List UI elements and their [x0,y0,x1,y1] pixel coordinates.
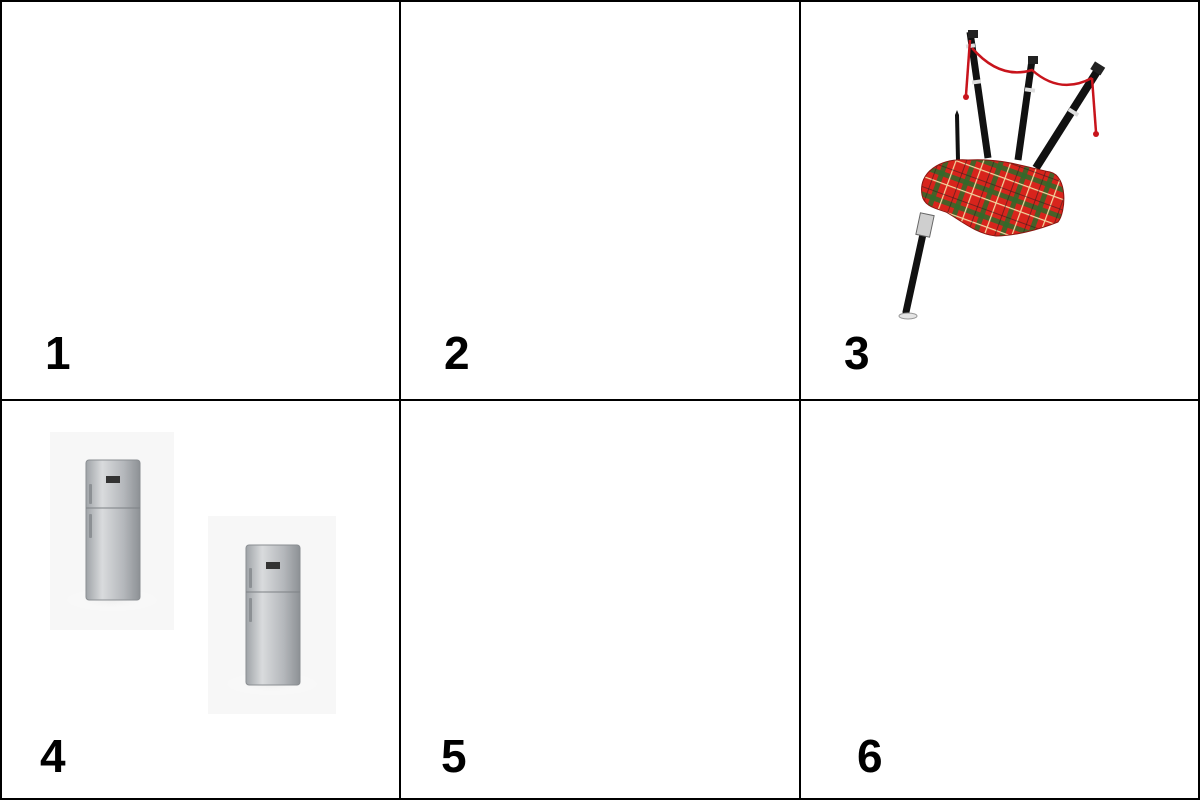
panel-number-6: 6 [857,730,883,782]
refrigerator-icon [50,432,336,714]
panel-2[interactable]: 2 [400,0,800,400]
tartan-bag [921,159,1065,237]
panel-4[interactable]: 4 [0,400,400,800]
grid-border-bottom [0,798,1200,800]
drones [963,30,1106,171]
chanter [898,212,935,320]
grid-divider-horizontal [0,399,1200,401]
grid-border-top [0,0,1200,2]
bagpipes-icon [898,30,1106,320]
panel-6[interactable]: 6 [800,400,1200,800]
blowpipe [955,110,960,161]
panel-number-3: 3 [844,327,870,379]
panel-number-5: 5 [441,730,467,782]
panel-3[interactable]: 3 [800,0,1200,400]
panel-5[interactable]: 5 [400,400,800,800]
refrigerator-2 [208,516,336,714]
refrigerator-1 [50,432,174,630]
panel-number-1: 1 [45,327,71,379]
panel-number-2: 2 [444,327,470,379]
panel-number-4: 4 [40,730,66,782]
panel-1[interactable]: 1 [0,0,400,400]
